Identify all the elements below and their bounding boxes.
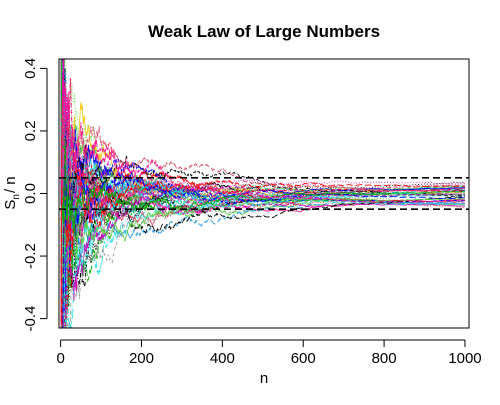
series-line xyxy=(60,59,465,282)
series-line xyxy=(60,73,466,328)
x-tick-label: 400 xyxy=(210,350,235,367)
series-line xyxy=(60,59,465,235)
x-tick-label: 600 xyxy=(291,350,316,367)
series-line xyxy=(60,59,465,328)
y-tick-label: 0.2 xyxy=(22,121,39,142)
x-tick-label: 200 xyxy=(129,350,154,367)
series-line xyxy=(60,74,466,328)
y-tick-label: -0.4 xyxy=(22,306,39,332)
x-tick-label: 0 xyxy=(56,350,64,367)
plot-frame xyxy=(58,58,470,329)
x-tick-label: 1000 xyxy=(448,350,481,367)
x-tick-label: 800 xyxy=(372,350,397,367)
series-line xyxy=(60,195,465,328)
series-line xyxy=(60,59,465,298)
series-line xyxy=(61,116,465,328)
series-line xyxy=(60,59,465,328)
y-tick-label: 0.4 xyxy=(22,58,39,79)
series-line xyxy=(61,180,465,328)
series-line xyxy=(60,129,465,307)
reference-lines xyxy=(59,177,469,210)
series-line xyxy=(60,87,465,205)
y-axis-label-subscript: n xyxy=(11,194,22,200)
series-line xyxy=(61,134,466,328)
series-line xyxy=(60,59,465,255)
series-line xyxy=(60,59,465,328)
series-line xyxy=(60,126,466,328)
series-line xyxy=(61,59,466,211)
series-line xyxy=(60,59,465,305)
x-axis-label: n xyxy=(260,370,268,387)
series-line xyxy=(60,135,465,328)
series-line xyxy=(62,193,466,328)
y-tick-label: 0.0 xyxy=(22,183,39,204)
series-line xyxy=(60,59,465,303)
chart-title: Weak Law of Large Numbers xyxy=(148,22,380,41)
y-axis-label-suffix: / n xyxy=(2,176,19,193)
series-line xyxy=(61,156,465,328)
x-axis: 0 200 400 600 800 1000 xyxy=(56,339,482,367)
series-line xyxy=(62,129,465,328)
series-line xyxy=(60,66,466,242)
y-axis-label: Sn/ n xyxy=(2,176,22,209)
series-line xyxy=(61,59,465,305)
y-tick-label: -0.2 xyxy=(22,243,39,269)
series-layer xyxy=(60,59,466,328)
series-line xyxy=(61,77,465,328)
series-line xyxy=(60,59,466,205)
series-line xyxy=(60,121,465,328)
y-axis: -0.4 -0.2 0.0 0.2 0.4 xyxy=(22,58,48,332)
series-line xyxy=(61,194,466,328)
y-axis-label-main: S xyxy=(2,200,19,210)
